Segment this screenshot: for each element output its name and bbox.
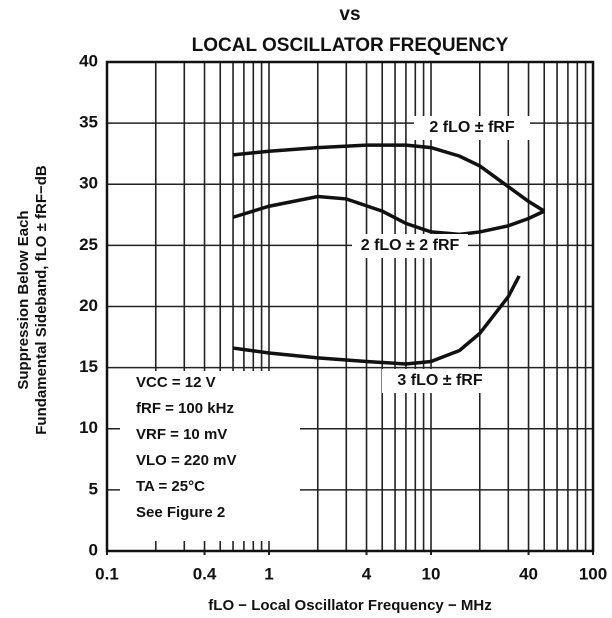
annotation: See Figure 2 [136,504,225,521]
y-axis-label: Fundamental Sideband, fLO ± fRF−dB [33,165,50,435]
series-label: 2 fLO ± 2 fRF [361,237,460,254]
y-tick-label: 30 [79,174,98,193]
y-tick-label: 0 [89,540,98,559]
data-line [232,194,545,237]
y-tick-label: 15 [79,357,98,376]
legend-bg [382,369,498,393]
data-line [232,143,546,213]
series-label: 2 fLO ± fRF [429,119,514,136]
x-tick-label: 0.1 [95,564,119,583]
x-tick-label: 10 [422,564,441,583]
legend-bg [352,234,468,258]
annotation: TA = 25°C [136,478,205,495]
x-tick-label: 0.4 [193,564,217,583]
plot-frame [105,60,595,553]
series-label: 3 fLO ± fRF [397,372,482,389]
y-tick-label: 5 [89,479,98,498]
data-line [232,275,521,366]
x-tick-label: 100 [579,564,607,583]
y-tick-label: 40 [79,51,98,70]
chart-title: LOCAL OSCILLATOR FREQUENCY [192,35,509,56]
y-tick-label: 25 [79,235,98,254]
y-tick-label: 10 [79,418,98,437]
x-tick-label: 4 [362,564,372,583]
annotation: VRF = 10 mV [136,426,227,443]
annotation-box [120,371,300,541]
x-tick-label: 1 [264,564,273,583]
annotation: VCC = 12 V [136,374,216,391]
x-tick-label: 40 [519,564,538,583]
y-axis-label: Suppression Below Each [15,210,32,389]
chart-subtitle: vs [339,4,360,25]
y-tick-label: 20 [79,296,98,315]
legend-bg [414,116,530,140]
annotation: VLO = 220 mV [136,452,236,469]
annotation: fRF = 100 kHz [136,400,234,417]
y-tick-label: 35 [79,113,98,132]
x-axis-label: fLO − Local Oscillator Frequency − MHz [208,597,491,614]
